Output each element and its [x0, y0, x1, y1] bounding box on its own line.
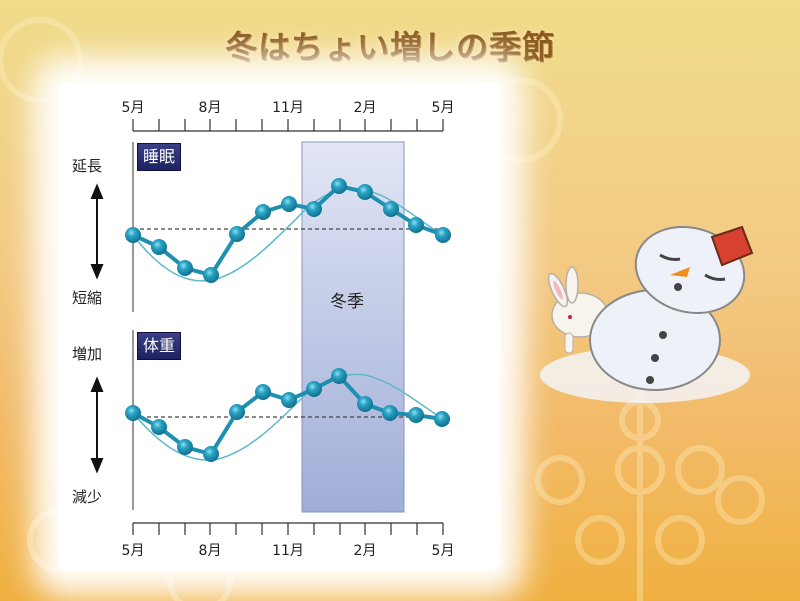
- top-tick-label: 2月: [353, 100, 377, 116]
- sleep-y-top-label: 延長: [72, 157, 103, 175]
- weight-panel-label: 体重: [137, 332, 182, 360]
- weight-points: [125, 368, 450, 462]
- sleep-panel-label: 睡眠: [137, 143, 182, 171]
- sleep-trend-curve: [132, 187, 444, 282]
- weight-y-bottom-label: 減少: [72, 488, 103, 506]
- weight-y-top-label: 増加: [72, 345, 103, 363]
- bottom-tick-label: 5月: [431, 543, 455, 559]
- bottom-tick-label: 11月: [272, 543, 304, 559]
- bottom-axis: [132, 522, 444, 535]
- weight-y-arrow: [90, 376, 104, 474]
- bottom-tick-label: 8月: [198, 543, 222, 559]
- winter-band-label: 冬季: [330, 292, 364, 312]
- top-tick-label: 5月: [431, 100, 455, 116]
- winter-band: [301, 141, 405, 513]
- page-title: 冬はちょい増しの季節: [224, 28, 555, 66]
- top-axis: [132, 119, 444, 132]
- chart-panel: [58, 82, 500, 572]
- bottom-tick-label: 2月: [353, 543, 377, 559]
- top-tick-label: 5月: [121, 100, 145, 116]
- snowman-rabbit-illustration: [540, 225, 754, 403]
- top-tick-label: 11月: [272, 100, 304, 116]
- weight-trend-curve: [132, 373, 444, 461]
- top-tick-label: 8月: [198, 100, 222, 116]
- sleep-y-bottom-label: 短縮: [72, 289, 103, 307]
- bottom-tick-label: 5月: [121, 543, 145, 559]
- sleep-points: [125, 178, 451, 283]
- sleep-y-arrow: [90, 183, 104, 280]
- bucket-hat-icon: [710, 225, 754, 267]
